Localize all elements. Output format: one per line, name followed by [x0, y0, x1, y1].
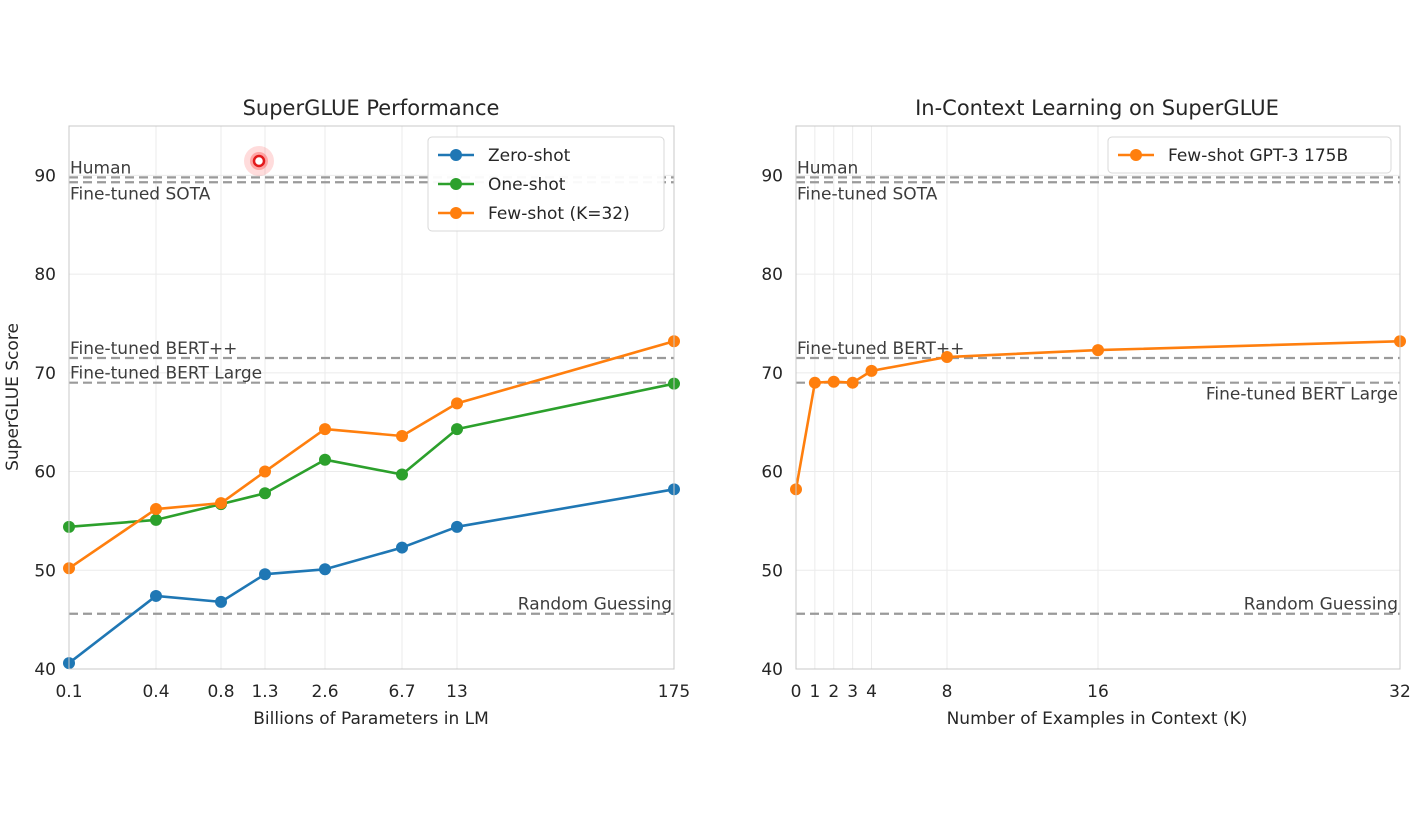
legend-box: [1107, 136, 1392, 174]
y-tick-labels: 40 50 60 70 80 90: [34, 166, 56, 680]
x-tick-label: 0.4: [142, 682, 169, 702]
legend-box: [427, 136, 665, 232]
legend: Few-shot GPT-3 175B: [1107, 136, 1392, 174]
data-point-one-shot: [150, 513, 162, 526]
reference-label-fine-tuned-bert-large: Fine-tuned BERT Large: [70, 364, 262, 384]
data-point-few-shot-gpt-3-175b: [808, 376, 821, 389]
y-tick-label: 60: [761, 463, 783, 483]
chart-in-context-learning: In-Context Learning on SuperGLUE Human Fi…: [761, 96, 1410, 729]
reference-label-human: Human: [797, 158, 858, 178]
data-point-few-shot-gpt-3-175b: [865, 364, 878, 377]
reference-label-random-guessing: Random Guessing: [518, 595, 672, 615]
data-point-one-shot: [259, 487, 271, 500]
plot-frame: [68, 125, 675, 670]
series-line-one-shot: [68, 382, 675, 529]
data-point-zero-shot: [215, 595, 227, 608]
plot-frame: [795, 125, 1401, 670]
data-point-zero-shot: [396, 541, 408, 554]
reference-label-fine-tuned-sota: Fine-tuned SOTA: [797, 184, 938, 204]
data-point-few-shot-k-32: [215, 497, 227, 510]
data-point-few-shot-gpt-3-175b: [827, 375, 840, 388]
reference-label-fine-tuned-bert: Fine-tuned BERT++: [70, 339, 237, 359]
y-tick-label: 60: [34, 463, 56, 483]
legend-marker-few-shot-gpt-3-175b: [1130, 149, 1142, 161]
x-tick-labels: 0.1 0.4 0.8 1.3 2.6 6.7 13 175: [55, 682, 690, 702]
legend-marker-few-shot-k-32: [450, 207, 462, 219]
reference-lines: Human Fine-tuned SOTA Fine-tuned BERT++ Fin…: [796, 158, 1400, 615]
legend-label-one-shot: One-shot: [488, 175, 566, 195]
reference-label-fine-tuned-bert-large: Fine-tuned BERT Large: [1206, 385, 1398, 405]
x-axis-label: Number of Examples in Context (K): [947, 709, 1248, 729]
reference-label-human: Human: [70, 158, 131, 178]
x-tick-label: 13: [446, 682, 468, 702]
data-point-few-shot-k-32: [319, 423, 331, 436]
data-point-few-shot-k-32: [451, 397, 463, 410]
x-tick-label: 16: [1087, 682, 1109, 702]
data-point-zero-shot: [259, 568, 271, 581]
data-point-one-shot: [396, 468, 408, 481]
x-tick-label: 175: [658, 682, 690, 702]
x-tick-label: 32: [1389, 682, 1411, 702]
x-tick-label: 3: [847, 682, 858, 702]
y-tick-labels: 40 50 60 70 80 90: [761, 166, 783, 680]
y-tick-label: 70: [34, 364, 56, 384]
y-tick-label: 40: [761, 660, 783, 680]
x-tick-label: 8: [942, 682, 953, 702]
x-tick-label: 0.8: [207, 682, 234, 702]
x-tick-labels: 0 1 2 3 4 8 16 32: [791, 682, 1411, 702]
y-tick-label: 50: [34, 561, 56, 581]
series-line-few-shot-k-32: [68, 339, 675, 570]
y-tick-label: 80: [761, 265, 783, 285]
data-point-zero-shot: [150, 589, 162, 602]
x-axis-label: Billions of Parameters in LM: [253, 709, 489, 729]
data-point-one-shot: [319, 453, 331, 466]
x-tick-label: 0: [791, 682, 802, 702]
cursor-highlight: [244, 146, 274, 176]
series-line-zero-shot: [68, 488, 675, 665]
x-tick-label: 6.7: [388, 682, 415, 702]
reference-label-fine-tuned-sota: Fine-tuned SOTA: [70, 184, 211, 204]
data-point-few-shot-gpt-3-175b: [846, 376, 859, 389]
y-tick-label: 90: [761, 166, 783, 186]
chart-title: SuperGLUE Performance: [243, 96, 500, 120]
legend: Zero-shot One-shot Few-shot (K=32): [427, 136, 665, 232]
x-tick-label: 2: [828, 682, 839, 702]
reference-label-random-guessing: Random Guessing: [1244, 595, 1398, 615]
data-point-few-shot-k-32: [259, 465, 271, 478]
y-tick-label: 50: [761, 561, 783, 581]
legend-marker-one-shot: [450, 178, 462, 190]
y-tick-label: 90: [34, 166, 56, 186]
chart-title: In-Context Learning on SuperGLUE: [915, 96, 1279, 120]
y-tick-label: 70: [761, 364, 783, 384]
data-point-few-shot-k-32: [150, 503, 162, 516]
data-point-zero-shot: [451, 520, 463, 533]
y-axis-label: SuperGLUE Score: [3, 323, 23, 471]
series-lines: [63, 335, 680, 670]
x-tick-label: 0.1: [55, 682, 82, 702]
chart-superglue-performance: SuperGLUE Performance Human Fine-tuned SO…: [3, 96, 690, 729]
legend-label-zero-shot: Zero-shot: [488, 146, 571, 166]
grid-lines: [795, 126, 1401, 670]
data-point-one-shot: [451, 423, 463, 436]
legend-label-few-shot-k-32: Few-shot (K=32): [488, 204, 630, 224]
legend-label-few-shot-gpt-3-175b: Few-shot GPT-3 175B: [1168, 146, 1348, 166]
x-tick-label: 1.3: [251, 682, 278, 702]
legend-marker-zero-shot: [450, 149, 462, 161]
x-tick-label: 4: [866, 682, 877, 702]
data-point-zero-shot: [319, 563, 331, 576]
data-point-few-shot-gpt-3-175b: [1092, 344, 1104, 357]
reference-label-fine-tuned-bert: Fine-tuned BERT++: [797, 339, 964, 359]
y-tick-label: 40: [34, 660, 56, 680]
y-tick-label: 80: [34, 265, 56, 285]
x-tick-label: 1: [809, 682, 820, 702]
data-point-few-shot-k-32: [396, 430, 408, 443]
data-point-few-shot-gpt-3-175b: [941, 351, 953, 364]
x-tick-label: 2.6: [311, 682, 338, 702]
